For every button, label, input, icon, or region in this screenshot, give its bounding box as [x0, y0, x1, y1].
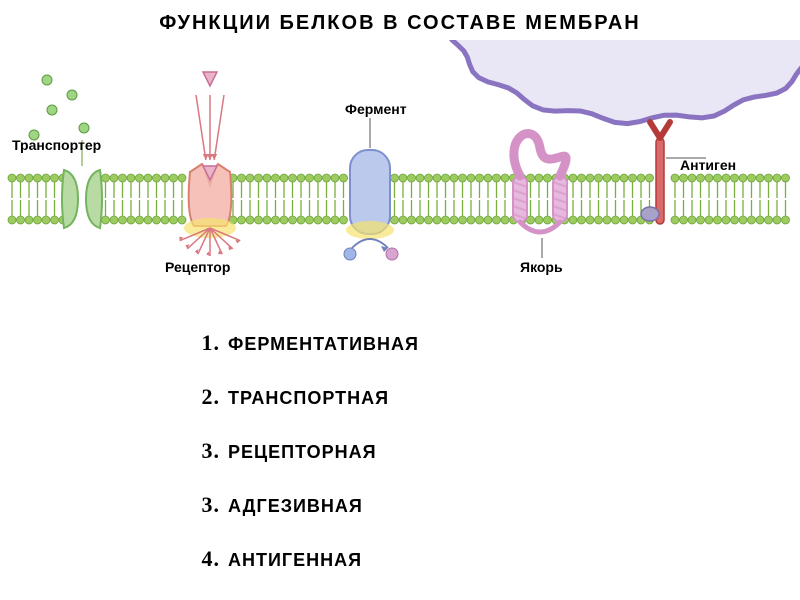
list-item-label: ФЕРМЕНТАТИВНАЯ [228, 334, 419, 354]
product-icon [386, 248, 398, 260]
substrate-icon [344, 248, 356, 260]
list-item: 3. АДГЕЗИВНАЯ [190, 492, 419, 518]
transporter-left [62, 170, 78, 228]
receptor-label: Рецептор [165, 259, 230, 275]
list-item: 4. АНТИГЕННАЯ [190, 546, 419, 572]
list-item-label: РЕЦЕПТОРНАЯ [228, 442, 377, 462]
antigen-blob [641, 207, 659, 221]
list-item: 3. РЕЦЕПТОРНАЯ [190, 438, 419, 464]
molecule-icon [47, 105, 57, 115]
list-item-number: 1. [190, 330, 220, 356]
list-item: 1. ФЕРМЕНТАТИВНАЯ [190, 330, 419, 356]
list-item-number: 3. [190, 438, 220, 464]
molecule-icon [42, 75, 52, 85]
cell-blob [447, 40, 800, 124]
ligand-icon [203, 72, 217, 86]
molecule-icon [67, 90, 77, 100]
transporter-label: Транспортер [12, 137, 101, 153]
function-list: 1. ФЕРМЕНТАТИВНАЯ 2. ТРАНСПОРТНАЯ 3. РЕЦЕПТОР… [190, 330, 419, 600]
membrane-diagram: Транспортер Рецептор Фермент Якорь Антиген [0, 40, 800, 300]
list-item-number: 2. [190, 384, 220, 410]
enzyme-label: Фермент [345, 101, 407, 117]
list-item-label: АДГЕЗИВНАЯ [228, 496, 363, 516]
molecule-icon [79, 123, 89, 133]
antigen-y [650, 122, 670, 138]
anchor-loop [514, 133, 566, 176]
list-item-label: АНТИГЕННАЯ [228, 550, 362, 570]
list-item-label: ТРАНСПОРТНАЯ [228, 388, 389, 408]
anchor-helix [553, 176, 567, 222]
list-item-number: 3. [190, 492, 220, 518]
anchor-label: Якорь [520, 259, 563, 275]
list-item-number: 4. [190, 546, 220, 572]
transporter-right [86, 170, 102, 228]
list-item: 2. ТРАНСПОРТНАЯ [190, 384, 419, 410]
antigen-label: Антиген [680, 157, 736, 173]
page-title: ФУНКЦИИ БЕЛКОВ В СОСТАВЕ МЕМБРАН [0, 12, 800, 35]
anchor-helix [513, 176, 527, 222]
